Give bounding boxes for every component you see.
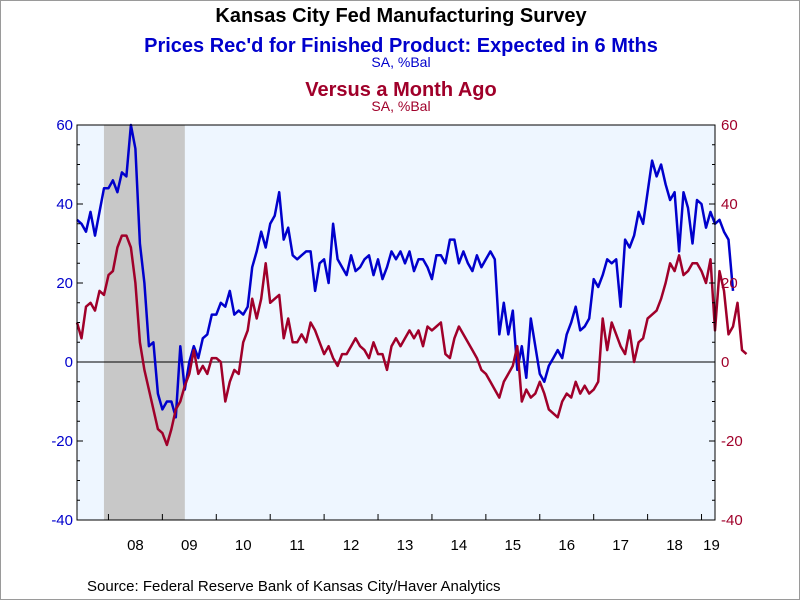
right-axis-tick-label: 20	[721, 275, 738, 292]
source-note: Source: Federal Reserve Bank of Kansas C…	[87, 578, 501, 595]
left-axis-tick-label: 40	[56, 196, 73, 213]
series-2-title: Versus a Month Ago	[305, 79, 497, 101]
right-axis-tick-label: -20	[721, 433, 743, 450]
x-axis-tick-label: 19	[703, 537, 720, 554]
right-axis-tick-label: 0	[721, 354, 729, 371]
series-2-units: SA, %Bal	[371, 98, 430, 114]
x-axis-tick-label: 10	[235, 537, 252, 554]
right-axis-tick-label: 40	[721, 196, 738, 213]
x-axis-tick-label: 15	[504, 537, 521, 554]
left-axis-tick-label: 60	[56, 117, 73, 134]
series-line-2	[75, 234, 748, 447]
plot-area: -40 -40 -20 -20 0 0 20 20 40 40 60 60 08 09 10 11 12 13 14…	[51, 117, 748, 554]
recession-shading	[103, 125, 185, 520]
x-axis-tick-label: 12	[343, 537, 360, 554]
series-1-units: SA, %Bal	[371, 54, 430, 70]
left-axis-tick-label: 0	[65, 354, 73, 371]
x-axis-tick-label: 16	[558, 537, 575, 554]
x-axis-tick-label: 13	[397, 537, 414, 554]
left-axis-tick-label: -20	[51, 433, 73, 450]
x-axis-tick-label: 18	[666, 537, 683, 554]
series-1-title: Prices Rec'd for Finished Product: Expec…	[144, 35, 658, 57]
x-axis-tick-label: 17	[612, 537, 629, 554]
left-axis-tick-label: -40	[51, 512, 73, 529]
x-axis-tick-label: 11	[289, 537, 305, 554]
x-axis-tick-label: 14	[451, 537, 468, 554]
right-axis-tick-label: -40	[721, 512, 743, 529]
chart-title: Kansas City Fed Manufacturing Survey	[215, 5, 587, 27]
left-axis-tick-label: 20	[56, 275, 73, 292]
x-axis-tick-label: 09	[181, 537, 198, 554]
right-axis-tick-label: 60	[721, 117, 738, 134]
x-axis-tick-label: 08	[127, 537, 144, 554]
